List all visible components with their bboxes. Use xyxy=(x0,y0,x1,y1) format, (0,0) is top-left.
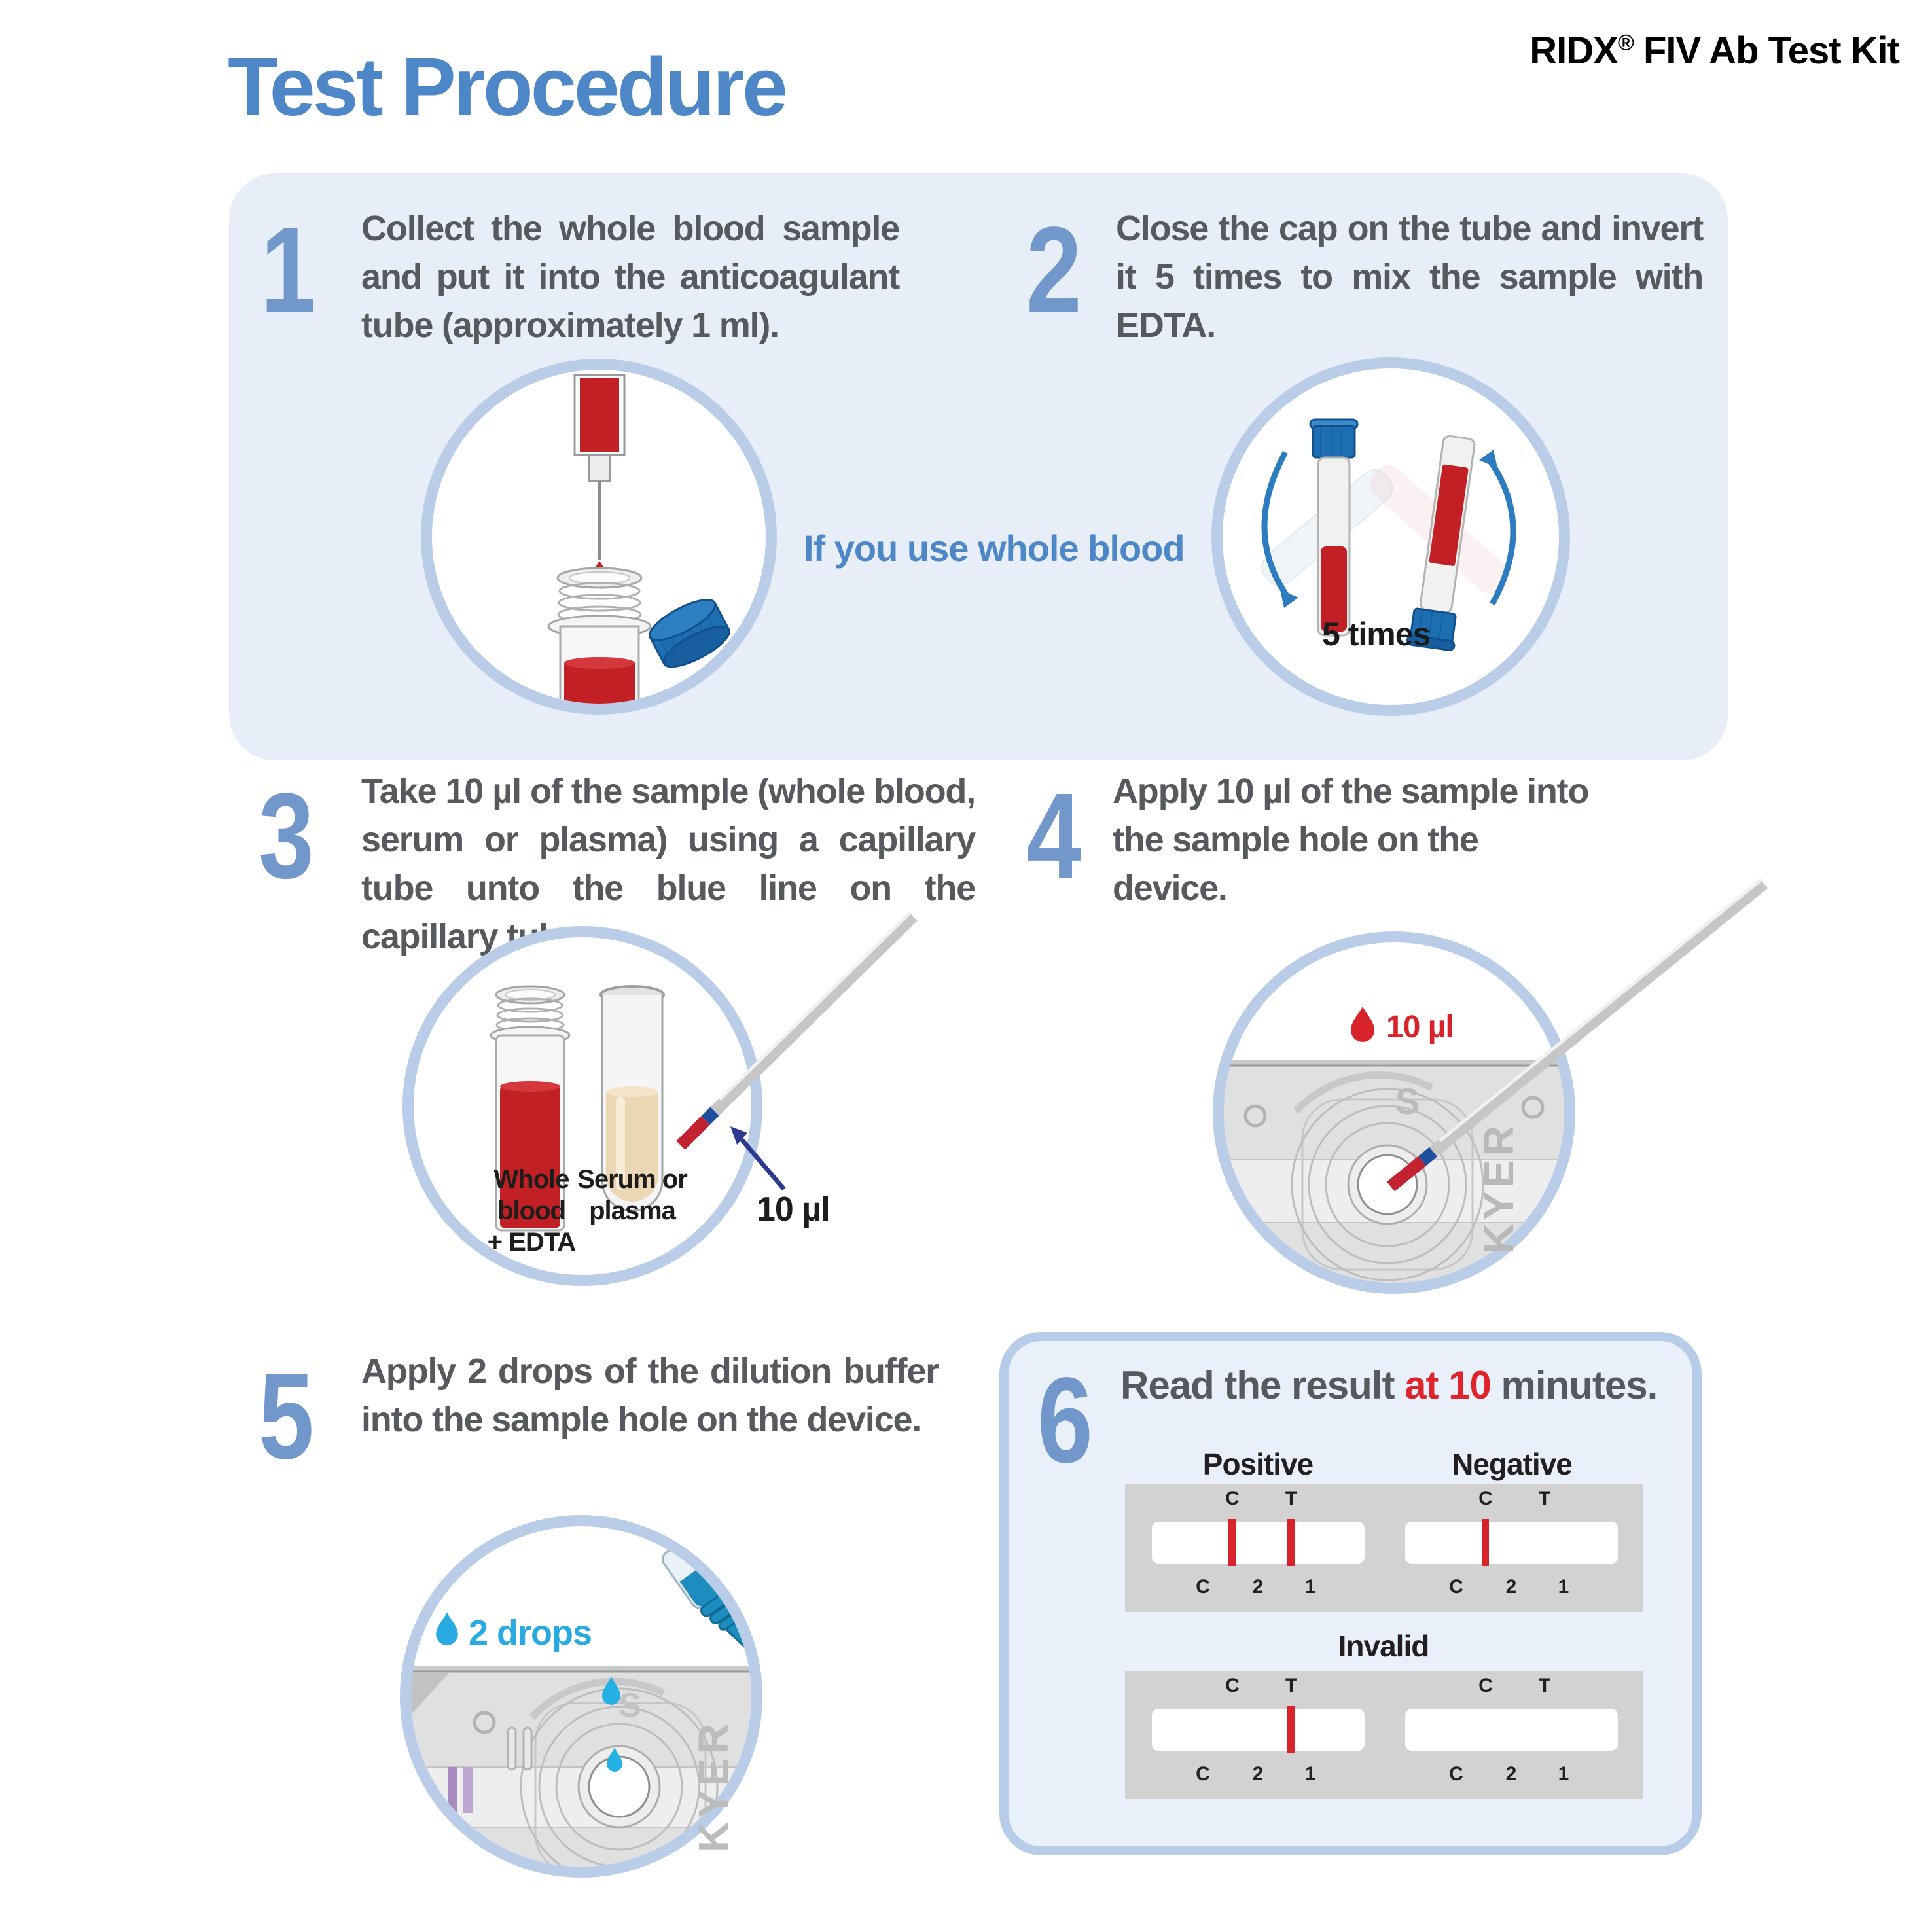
device-brand-label-2: KYER xyxy=(690,1720,737,1852)
dropper-device-illustration xyxy=(411,1532,751,1867)
control-line xyxy=(1482,1519,1489,1566)
step-2-illustration xyxy=(1211,357,1570,716)
device-sample-port-label: S xyxy=(1395,1081,1420,1122)
syringe-into-tube-illustration xyxy=(547,374,730,704)
device-volume-label: 10 µl xyxy=(1386,1010,1454,1045)
result-panel-top: C T C 2 1 C T C 2 1 xyxy=(1125,1484,1643,1612)
invalid-strip-2 xyxy=(1405,1709,1618,1751)
test-line xyxy=(1287,1706,1295,1753)
kit-name: RIDX® FIV Ab Test Kit xyxy=(1530,29,1900,73)
result-panel-invalid: C T C 2 1 C T C 2 1 xyxy=(1125,1671,1643,1799)
invalid-cassette-1: C T C 2 1 xyxy=(1152,1671,1365,1799)
step-6-number: 6 xyxy=(1037,1353,1093,1488)
step-2-text: Close the cap on the tube and invert it … xyxy=(1116,209,1704,345)
kit-brand: RIDX xyxy=(1530,29,1619,72)
invalid-label: Invalid xyxy=(1338,1629,1430,1663)
step-1-illustration xyxy=(421,359,777,715)
step-6-text: Read the result at 10 minutes. xyxy=(1120,1363,1658,1407)
whole-blood-note: If you use whole blood xyxy=(804,528,1185,569)
capillary-tube-illustration xyxy=(676,912,918,1191)
step-4-text: Apply 10 µl of the sample into the sampl… xyxy=(1113,772,1589,908)
buffer-droplet-icon xyxy=(436,1612,458,1645)
positive-label: Positive xyxy=(1202,1447,1314,1481)
sample-tubes-illustration xyxy=(490,985,665,1232)
negative-cassette: C T C 2 1 xyxy=(1405,1484,1618,1612)
registered-mark: ® xyxy=(1617,30,1634,56)
step-1-number: 1 xyxy=(260,202,316,338)
serum-tube-label: Serum or plasma xyxy=(577,1165,688,1225)
capillary-into-device-illustration xyxy=(1387,878,1768,1192)
negative-label: Negative xyxy=(1452,1447,1573,1481)
negative-strip xyxy=(1405,1522,1618,1564)
dropper-bottle xyxy=(661,1532,751,1656)
step-3-number: 3 xyxy=(259,768,314,904)
device-brand-label: KYER xyxy=(1475,1122,1522,1254)
step-2-number: 2 xyxy=(1026,202,1082,338)
step-1-text: Collect the whole blood sample and put i… xyxy=(361,209,900,345)
step-4-number: 4 xyxy=(1026,768,1082,904)
invert-tube-illustration xyxy=(1261,418,1516,651)
whole-blood-tube-label: Whole blood + EDTA xyxy=(487,1165,576,1257)
five-times-label: 5 times xyxy=(1322,616,1431,653)
positive-strip xyxy=(1152,1522,1365,1564)
read-time-highlight: at 10 xyxy=(1404,1363,1492,1407)
device-sample-port-label-2: S xyxy=(618,1687,641,1725)
positive-cassette: C T C 2 1 xyxy=(1152,1484,1365,1612)
two-drops-label: 2 drops xyxy=(469,1613,592,1653)
blood-droplet-icon xyxy=(1350,1006,1375,1042)
kit-rest: FIV Ab Test Kit xyxy=(1633,29,1900,72)
invalid-cassette-2: C T C 2 1 xyxy=(1405,1671,1618,1799)
step-3-illustration xyxy=(402,926,762,1286)
test-line xyxy=(1287,1519,1295,1566)
invalid-strip-1 xyxy=(1152,1709,1365,1751)
capillary-volume-label: 10 µl xyxy=(757,1190,831,1228)
step-5-text: Apply 2 drops of the dilution buffer int… xyxy=(361,1351,939,1439)
step-5-number: 5 xyxy=(259,1349,314,1484)
control-line xyxy=(1228,1519,1236,1566)
test-device-illustration xyxy=(1224,1060,1564,1283)
page-title: Test Procedure xyxy=(228,41,788,133)
